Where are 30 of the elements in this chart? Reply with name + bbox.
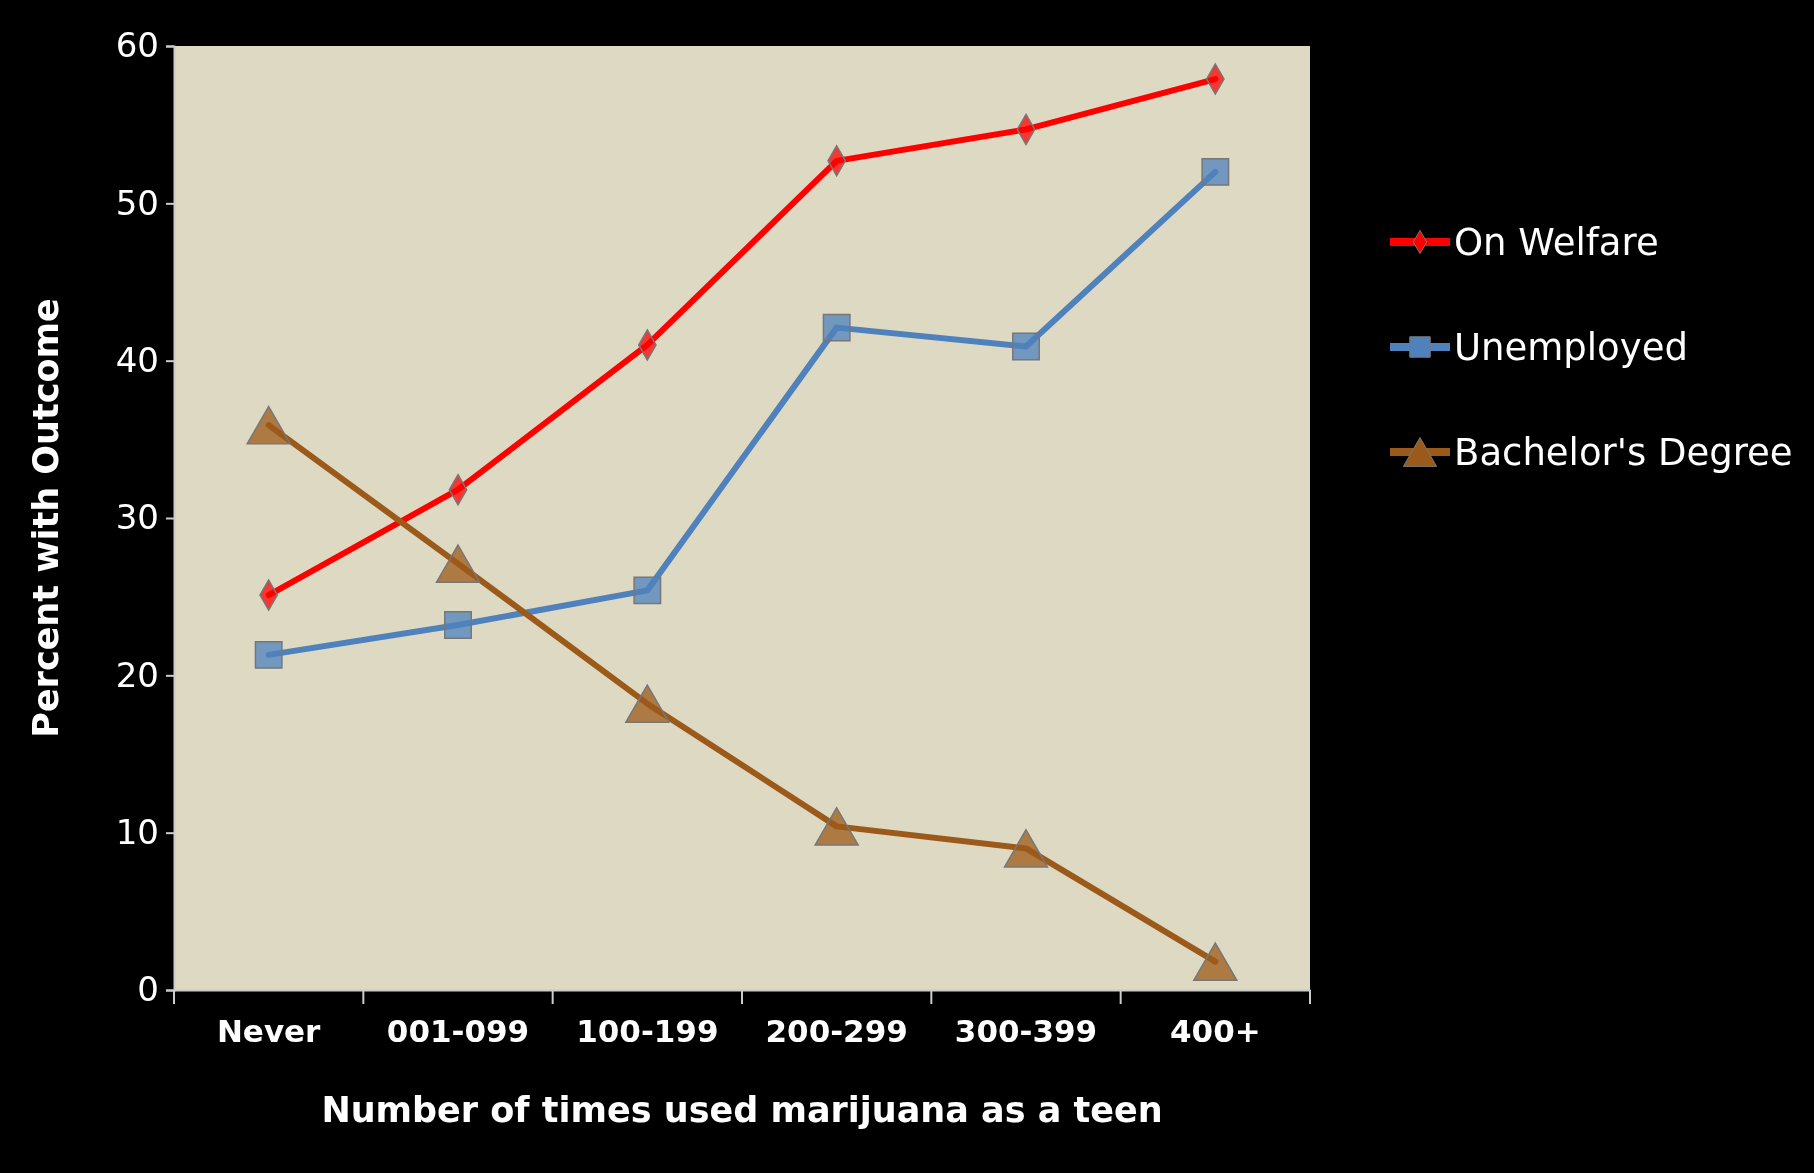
legend-label: Bachelor's Degree: [1454, 431, 1793, 474]
legend-label: On Welfare: [1454, 221, 1659, 264]
x-tick-label: 400+: [1169, 1013, 1261, 1050]
y-tick-label: 10: [115, 812, 159, 853]
point: [435, 544, 481, 583]
y-tick-label: 50: [115, 182, 159, 223]
legend-label: Unemployed: [1454, 326, 1688, 369]
y-tick-label: 20: [115, 654, 159, 695]
x-tick-label: 001-099: [386, 1013, 530, 1050]
y-tick-label: 0: [137, 969, 159, 1010]
point: [1012, 332, 1040, 361]
point: [814, 807, 859, 846]
point: [444, 611, 472, 639]
point: [625, 684, 670, 724]
x-tick-label: 100-199: [576, 1013, 719, 1050]
x-tick-label: Never: [216, 1013, 322, 1050]
x-axis-title: Number of times used marijuana as a teen: [321, 1090, 1163, 1130]
x-tick-label: 200-299: [765, 1013, 908, 1050]
point: [822, 313, 851, 342]
point: [246, 405, 291, 445]
y-axis-title: Percent with Outcome: [26, 298, 66, 738]
point: [633, 576, 662, 605]
point: [1193, 942, 1238, 982]
point: [254, 640, 283, 669]
x-tick-label: 300-399: [954, 1013, 1098, 1050]
y-tick-label: 60: [115, 25, 159, 66]
y-tick-label: 30: [115, 497, 159, 538]
y-tick-label: 40: [115, 340, 159, 381]
point: [1201, 157, 1230, 186]
point: [1003, 829, 1049, 868]
